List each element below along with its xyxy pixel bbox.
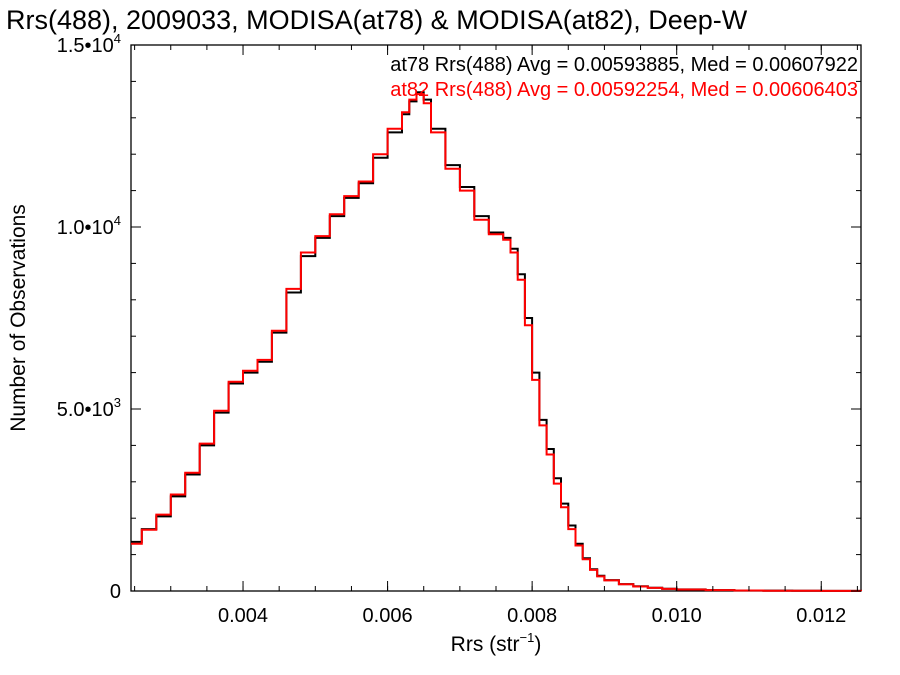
annotation-at78-stats: at78 Rrs(488) Avg = 0.00593885, Med = 0.… bbox=[390, 54, 858, 76]
y-tick-label: 1.5•104 bbox=[57, 31, 121, 57]
tick-layer: 0.004 0.006 0.008 0.010 0.01205.0•1031.0•104… bbox=[57, 31, 861, 627]
plot-area-frame bbox=[130, 44, 862, 592]
y-tick-label: 1.0•104 bbox=[57, 213, 121, 239]
y-tick-label: 0 bbox=[110, 581, 121, 603]
series-line-1 bbox=[131, 93, 862, 592]
x-axis-label: Rrs (str−1) bbox=[451, 630, 542, 656]
y-tick-label-mantissa: 5.0•10 bbox=[57, 399, 114, 421]
x-tick-label: 0.010 bbox=[652, 605, 702, 627]
series-layer bbox=[131, 91, 862, 592]
y-tick-label-exponent: 4 bbox=[114, 31, 121, 46]
x-tick-label: 0.008 bbox=[507, 605, 557, 627]
x-axis-label-text: Rrs (str bbox=[451, 633, 520, 656]
x-axis-label-close: ) bbox=[534, 633, 541, 656]
y-tick-label-mantissa: 0 bbox=[110, 581, 121, 603]
x-tick-label: 0.006 bbox=[363, 605, 413, 627]
series-line-0 bbox=[131, 91, 862, 592]
x-tick-label: 0.012 bbox=[796, 605, 846, 627]
chart-title: Rrs(488), 2009033, MODISA(at78) & MODISA… bbox=[6, 5, 748, 35]
x-tick-label: 0.004 bbox=[218, 605, 268, 627]
y-tick-label-exponent: 3 bbox=[114, 395, 121, 410]
y-tick-label-mantissa: 1.5•10 bbox=[57, 35, 114, 57]
y-axis-label: Number of Observations bbox=[7, 204, 30, 432]
y-tick-label-mantissa: 1.0•10 bbox=[57, 217, 114, 239]
x-axis-label-superscript: −1 bbox=[520, 630, 535, 645]
y-tick-label-exponent: 4 bbox=[114, 213, 121, 228]
y-tick-label: 5.0•103 bbox=[57, 395, 121, 421]
annotation-at82-stats: at82 Rrs(488) Avg = 0.00592254, Med = 0.… bbox=[390, 79, 858, 101]
